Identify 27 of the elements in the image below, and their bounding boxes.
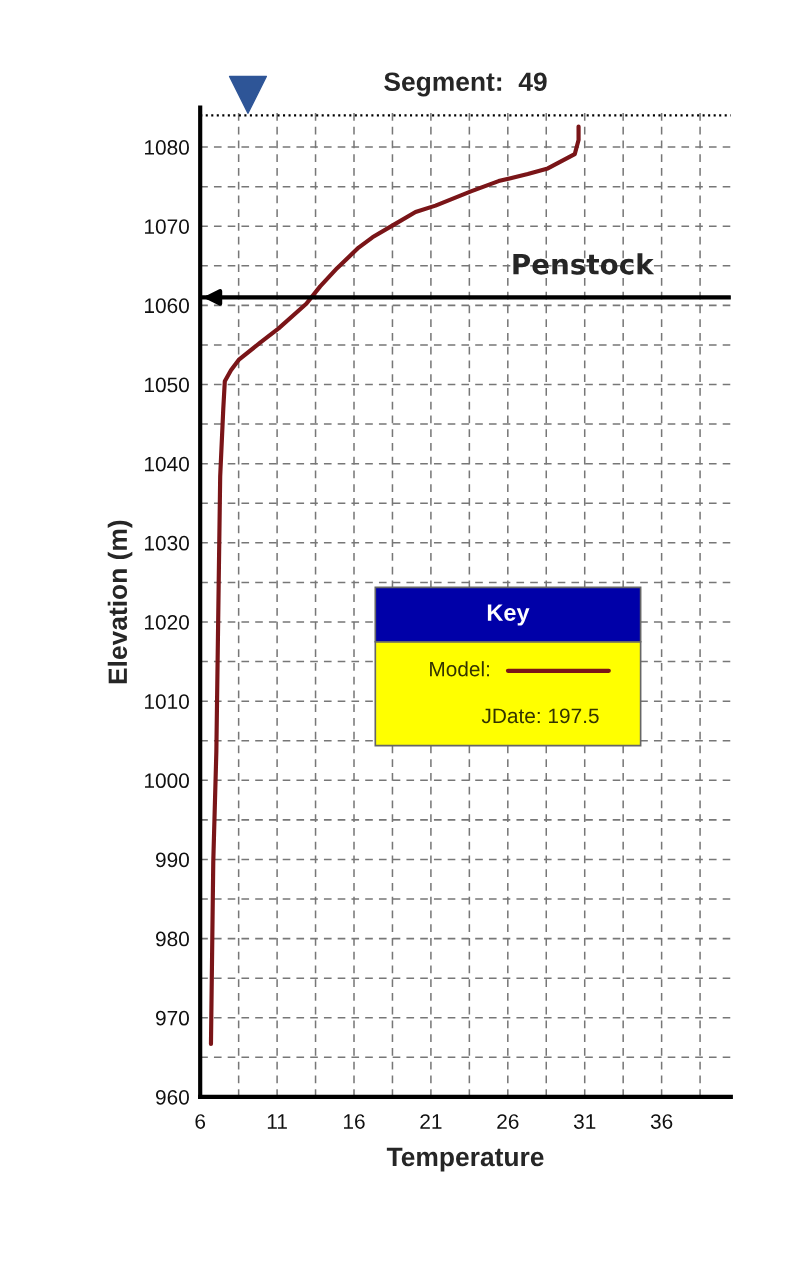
x-tick-label: 31 (573, 1114, 596, 1129)
x-tick-label: 6 (195, 1114, 206, 1129)
x-tick-label: 16 (344, 1114, 365, 1129)
y-tick-label: 980 (156, 931, 189, 947)
y-tick-label: 1000 (145, 773, 189, 789)
x-axis-title: Temperature (386, 1147, 544, 1172)
ref-line-label: Penstock (513, 253, 655, 275)
x-tick-label: 11 (267, 1114, 287, 1129)
y-axis-title: Elevation (m) (107, 520, 133, 684)
y-tick-label: 1020 (145, 614, 189, 630)
x-tick-label: 26 (497, 1114, 519, 1129)
y-tick-label: 1050 (145, 377, 189, 393)
y-tick-label: 1040 (145, 456, 189, 472)
x-tick-label: 36 (650, 1114, 673, 1129)
legend-title: Key (487, 604, 530, 626)
annotation: JDate: 197.5 (481, 708, 599, 724)
y-tick-label: 1060 (145, 298, 189, 314)
x-tick-label: 21 (420, 1114, 442, 1129)
y-tick-label: 1030 (145, 535, 189, 551)
y-tick-label: 1080 (145, 140, 189, 155)
y-tick-label: 960 (156, 1089, 189, 1105)
y-tick-label: 1010 (145, 694, 189, 709)
y-tick-label: 1070 (145, 219, 189, 234)
y-tick-label: 990 (156, 852, 189, 868)
y-tick-label: 970 (156, 1010, 189, 1026)
legend-label: Model: (430, 661, 489, 677)
chart-title: Segment: 49 (384, 72, 547, 97)
